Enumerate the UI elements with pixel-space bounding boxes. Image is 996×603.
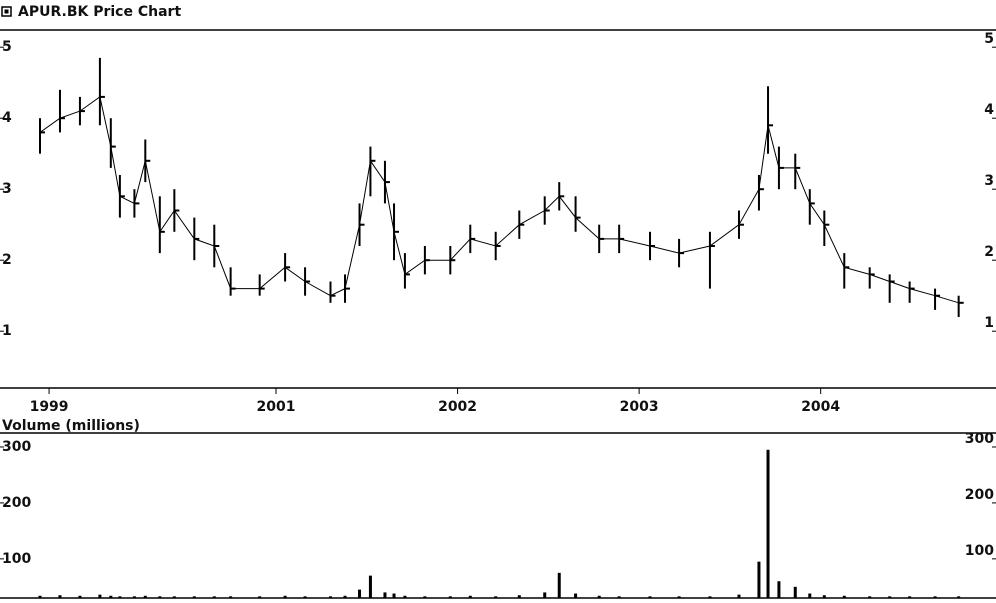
volume-bar (58, 595, 62, 598)
volume-bar (517, 595, 521, 598)
volume-bar (766, 449, 770, 598)
volume-bar (822, 595, 826, 598)
y2-tick-label: 100 (965, 543, 994, 559)
volume-bar (423, 596, 427, 598)
volume-bar (358, 589, 362, 598)
y2-tick-label: 300 (965, 431, 994, 447)
y-tick-label: 5 (2, 39, 12, 55)
volume-bar (494, 596, 498, 598)
y2-tick-label: 5 (984, 31, 994, 47)
volume-bar (343, 595, 347, 598)
volume-bar (383, 592, 387, 598)
y-tick-label: 2 (2, 252, 12, 268)
y-tick-label: 4 (2, 110, 12, 126)
volume-bar (543, 592, 547, 598)
x-tick-label: 2002 (438, 399, 477, 415)
volume-bar (468, 595, 472, 598)
y-tick-label: 300 (2, 439, 31, 455)
x-tick-label: 2004 (801, 399, 840, 415)
volume-title: Volume (millions) (2, 418, 140, 434)
x-tick-label: 1999 (30, 399, 69, 415)
volume-bar (172, 596, 176, 598)
price-line (39, 96, 959, 304)
volume-bar (118, 596, 122, 598)
volume-bar (957, 596, 961, 598)
volume-bar (328, 596, 332, 598)
volume-bar (868, 596, 872, 598)
y2-tick-label: 1 (984, 315, 994, 331)
volume-bar (574, 593, 578, 598)
volume-bar (757, 561, 761, 598)
volume-bar (648, 596, 652, 598)
volume-bar (557, 572, 561, 598)
volume-bar (109, 595, 113, 598)
volume-bar (158, 596, 162, 598)
y2-tick-label: 200 (965, 487, 994, 503)
volume-bar (78, 595, 82, 598)
title-icon-fill (4, 9, 9, 14)
y2-tick-label: 3 (984, 173, 994, 189)
y2-tick-label: 4 (984, 102, 994, 118)
volume-bar (212, 596, 216, 598)
volume-bar (303, 596, 307, 598)
volume-bar (808, 593, 812, 598)
volume-bar (403, 595, 407, 598)
y2-tick-label: 2 (984, 244, 994, 260)
volume-bar (842, 595, 846, 598)
y-tick-label: 100 (2, 551, 31, 567)
volume-bar (737, 594, 741, 598)
title-icon (1, 6, 12, 17)
volume-bar (98, 594, 102, 598)
y-tick-label: 1 (2, 323, 12, 339)
volume-bar (368, 575, 372, 598)
volume-bar (908, 596, 912, 598)
volume-bar (132, 596, 136, 598)
volume-bar (258, 596, 262, 598)
volume-bar (229, 596, 233, 598)
volume-bar (597, 595, 601, 598)
volume-bar (617, 596, 621, 598)
volume-bar (793, 586, 797, 598)
volume-bar (708, 596, 712, 598)
volume-bar (192, 596, 196, 598)
x-tick-label: 2003 (620, 399, 659, 415)
x-tick-label: 2001 (257, 399, 296, 415)
y-tick-label: 200 (2, 495, 31, 511)
volume-bar (143, 595, 147, 598)
volume-bar (677, 596, 681, 598)
y-tick-label: 3 (2, 181, 12, 197)
volume-bar (888, 596, 892, 598)
volume-bar (392, 593, 396, 598)
chart-title: APUR.BK Price Chart (18, 4, 181, 20)
volume-bar (283, 595, 287, 598)
volume-bar (777, 581, 781, 598)
volume-bar (38, 595, 42, 598)
volume-bar (448, 596, 452, 598)
volume-bar (933, 596, 937, 598)
